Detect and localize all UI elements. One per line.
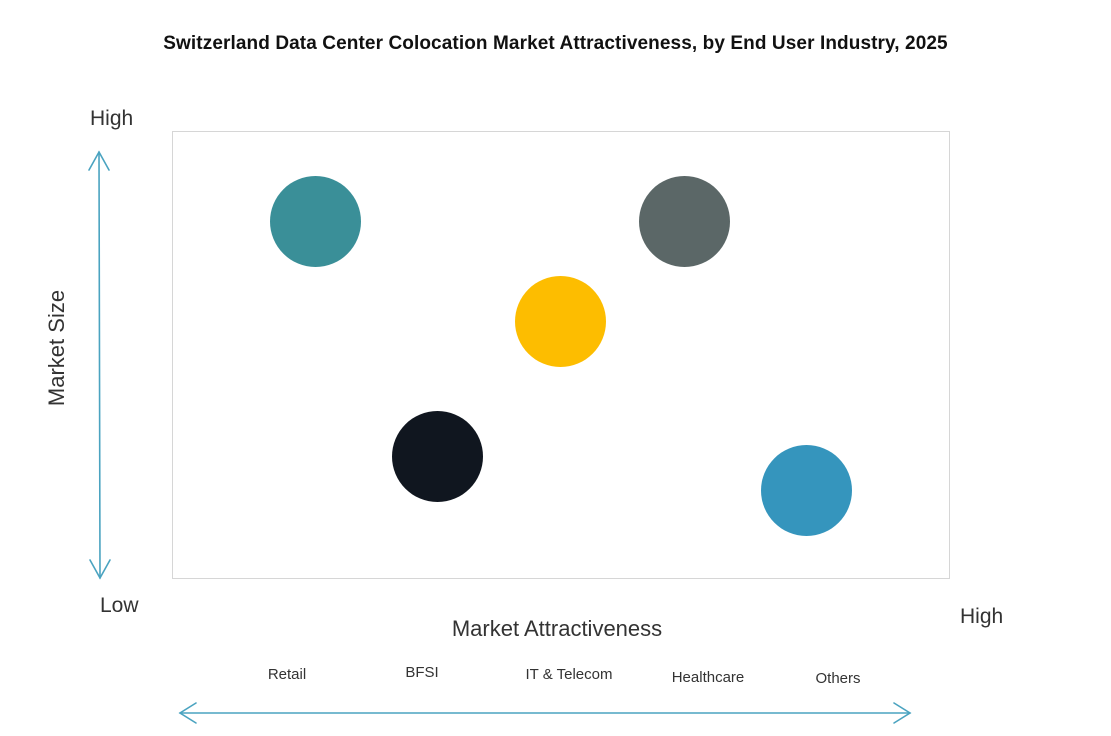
x-axis-title: Market Attractiveness (451, 616, 663, 641)
bubble-retail (270, 176, 361, 267)
y-axis-title: Market Size (44, 289, 69, 407)
category-label-retail: Retail (267, 666, 307, 683)
category-label-others: Others (815, 670, 861, 687)
bubble-it-telecom (515, 276, 606, 367)
bubble-healthcare (639, 176, 730, 267)
category-label-bfsi: BFSI (405, 664, 439, 681)
chart-title: Switzerland Data Center Colocation Marke… (163, 33, 948, 54)
bubble-bfsi (392, 411, 483, 502)
x-axis-high-label: High (960, 605, 1004, 628)
category-label-healthcare: Healthcare (671, 669, 745, 686)
category-label-it-telecom: IT & Telecom (525, 666, 613, 683)
bubble-others (761, 445, 852, 536)
y-axis-low-label: Low (100, 594, 139, 617)
y-axis-high-label: High (90, 107, 134, 130)
plot-area (172, 131, 950, 579)
